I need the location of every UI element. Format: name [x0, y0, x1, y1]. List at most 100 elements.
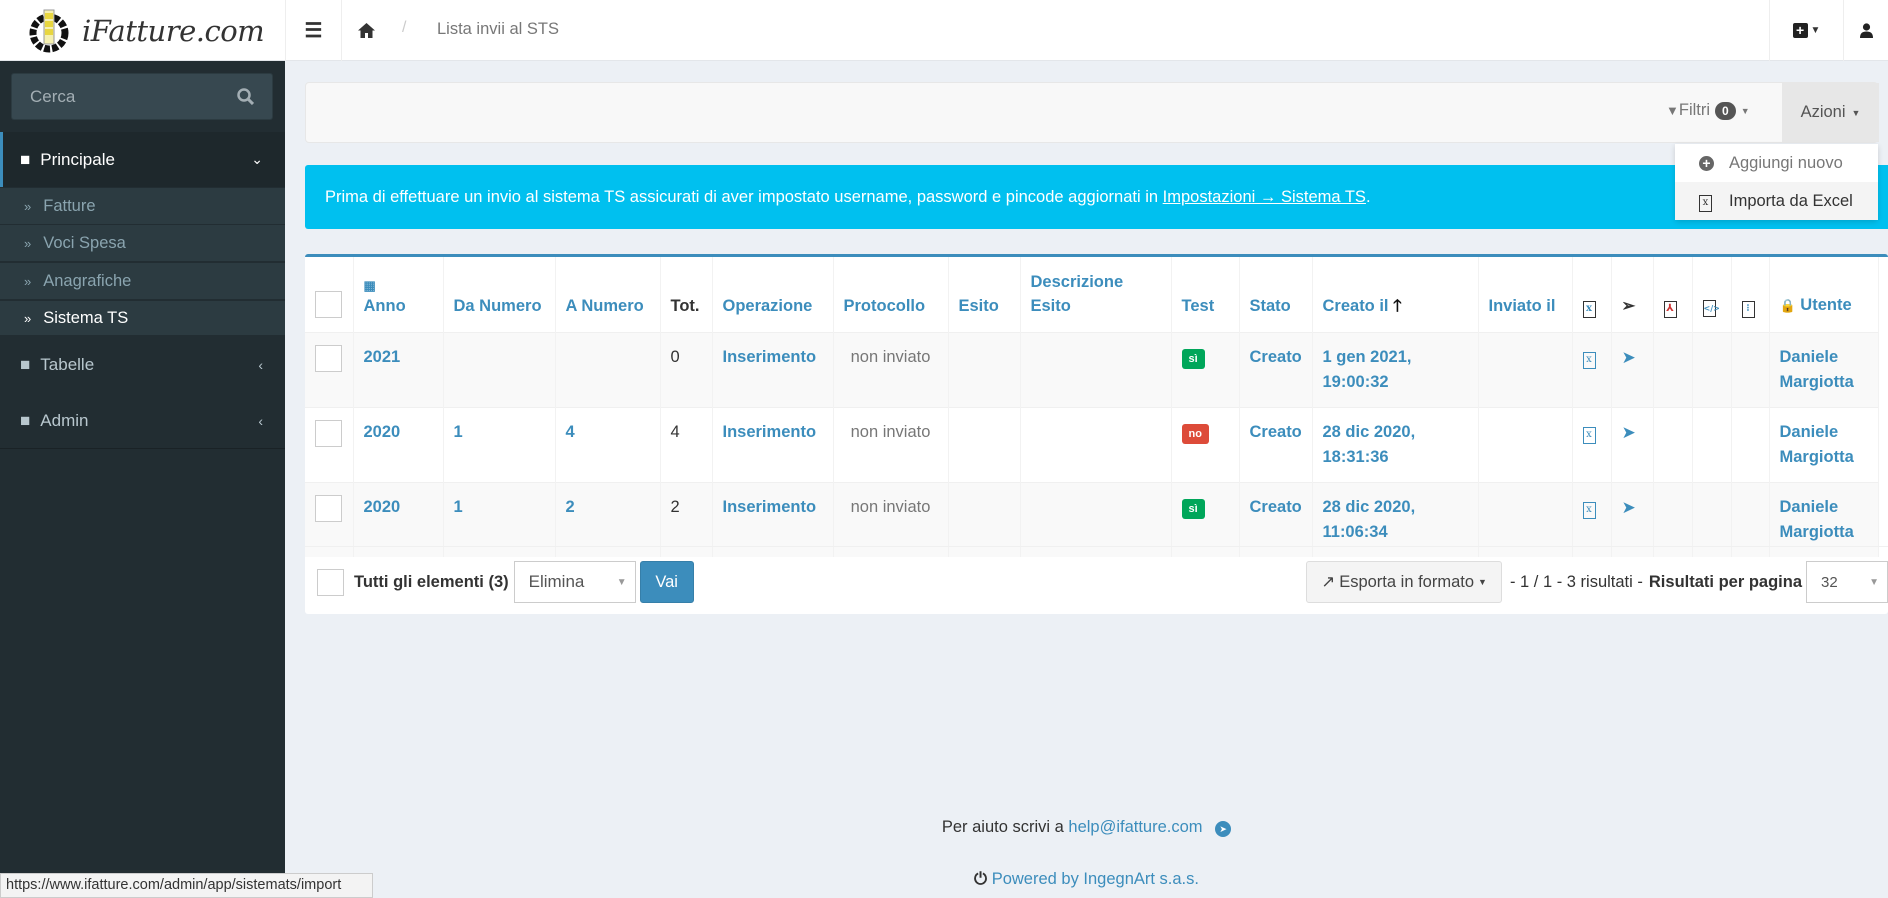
cell-stato[interactable]: Creato	[1239, 481, 1313, 557]
help-email-link[interactable]: help@ifatture.com	[1068, 818, 1203, 836]
logo[interactable]: iFatture.com	[0, 0, 285, 61]
settings-link[interactable]: Impostazioni → Sistema TS	[1162, 187, 1366, 206]
help-footer: Per aiuto scrivi a help@ifatture.com ➤	[285, 818, 1888, 837]
cell-a-numero[interactable]: 2	[555, 481, 661, 557]
col-da-numero[interactable]: Da Numero	[443, 257, 556, 332]
cell-stato[interactable]: Creato	[1239, 331, 1313, 407]
pagination-info: - 1 / 1 - 3 risultati -	[1509, 572, 1643, 591]
cell-xls: x	[1572, 331, 1612, 407]
cell-anno[interactable]: 2020	[353, 481, 444, 557]
col-test[interactable]: Test	[1171, 257, 1240, 332]
sidebar-divider	[0, 448, 285, 449]
search-icon[interactable]	[237, 88, 254, 105]
actions-button[interactable]: Azioni ▼	[1782, 83, 1879, 142]
download-excel-icon[interactable]: x	[1582, 351, 1596, 369]
item-label: Anagrafiche	[43, 271, 132, 290]
menu-item-add-new[interactable]: + Aggiungi nuovo	[1675, 144, 1878, 182]
cell-inviato-il	[1478, 331, 1573, 407]
cell-creato-il[interactable]: 1 gen 2021, 19:00:32	[1312, 331, 1479, 407]
logo-gear-icon	[29, 9, 69, 52]
send-paper-plane-icon[interactable]: ➤	[1621, 347, 1636, 367]
select-all-elements-checkbox[interactable]	[317, 568, 344, 596]
actions-label: Azioni	[1800, 103, 1846, 121]
cell-a-numero[interactable]	[555, 331, 661, 407]
quick-add-button[interactable]: + ▼	[1769, 0, 1843, 61]
row-checkbox[interactable]	[315, 344, 342, 372]
sidebar-item-fatture[interactable]: » Fatture	[0, 188, 285, 224]
col-protocollo[interactable]: Protocollo	[833, 257, 949, 332]
cell-operazione[interactable]: Inserimento	[712, 331, 834, 407]
menu-item-import-excel[interactable]: x Importa da Excel	[1675, 182, 1878, 220]
cell-xls: x	[1572, 481, 1612, 557]
col-a-numero[interactable]: A Numero	[555, 257, 661, 332]
send-paper-plane-icon[interactable]: ➤	[1621, 422, 1636, 442]
sidebar-section-principale[interactable]: ■ Principale ⌄	[0, 132, 285, 187]
export-button[interactable]: ↗ Esporta in formato ▼	[1306, 561, 1502, 603]
cell-protocollo: non inviato	[833, 406, 949, 482]
cell-da-numero[interactable]: 1	[443, 406, 556, 482]
sidebar-search-input[interactable]: Cerca	[11, 73, 273, 120]
row-checkbox-cell	[305, 406, 354, 482]
col-anno[interactable]: ▦ Anno	[353, 257, 444, 332]
col-stato[interactable]: Stato	[1239, 257, 1313, 332]
home-link[interactable]	[341, 0, 391, 61]
cell-xls: x	[1572, 406, 1612, 482]
sidebar-toggle-button[interactable]: ☰	[285, 0, 341, 61]
cell-utente[interactable]: Daniele Margiotta	[1769, 406, 1879, 482]
cell-protocollo: non inviato	[833, 331, 949, 407]
select-all-checkbox[interactable]	[315, 290, 342, 318]
sidebar-section-admin[interactable]: ■ Admin ‹	[0, 393, 285, 448]
section-label: Principale	[40, 149, 115, 169]
cell-anno[interactable]: 2020	[353, 406, 444, 482]
actions-dropdown-menu: + Aggiungi nuovo x Importa da Excel	[1675, 144, 1878, 220]
user-menu-button[interactable]	[1843, 0, 1888, 61]
cell-da-numero[interactable]	[443, 331, 556, 407]
cell-creato-il[interactable]: 28 dic 2020, 18:31:36	[1312, 406, 1479, 482]
table-row: 2020 1 4 4 Inserimento non inviato no Cr…	[305, 406, 1879, 482]
cell-esito	[948, 481, 1021, 557]
col-creato-il[interactable]: Creato il 🡑	[1312, 257, 1479, 332]
cell-creato-il[interactable]: 28 dic 2020, 11:06:34	[1312, 481, 1479, 557]
col-utente[interactable]: 🔒 Utente	[1769, 257, 1879, 332]
sidebar-item-anagrafiche[interactable]: » Anagrafiche	[0, 263, 285, 299]
per-page-value: 32	[1821, 573, 1838, 591]
cell-operazione[interactable]: Inserimento	[712, 406, 834, 482]
go-button[interactable]: Vai	[639, 561, 694, 603]
filters-button[interactable]: ▼ Filtri 0 ▼	[1666, 101, 1750, 120]
cell-test: sì	[1171, 481, 1240, 557]
paper-plane-outline-icon: ➢	[1621, 296, 1636, 315]
col-inviato-il[interactable]: Inviato il	[1478, 257, 1573, 332]
per-page-select[interactable]: 32 ▼	[1806, 561, 1888, 603]
powered-by-link[interactable]: Powered by IngegnArt s.a.s.	[991, 870, 1199, 888]
cell-da-numero[interactable]: 1	[443, 481, 556, 557]
col-operazione[interactable]: Operazione	[712, 257, 834, 332]
telegram-icon[interactable]: ➤	[1215, 821, 1232, 837]
cell-test: no	[1171, 406, 1240, 482]
row-checkbox[interactable]	[315, 419, 342, 447]
batch-action-select[interactable]: Elimina ▼	[513, 561, 636, 603]
cell-a-numero[interactable]: 4	[555, 406, 661, 482]
file-excel-icon: x	[1582, 300, 1596, 318]
all-elements-label: Tutti gli elementi (3)	[354, 572, 509, 591]
sidebar-section-tabelle[interactable]: ■ Tabelle ‹	[0, 337, 285, 392]
row-checkbox-cell	[305, 331, 354, 407]
cell-descrizione-esito	[1020, 481, 1172, 557]
send-paper-plane-icon[interactable]: ➤	[1621, 497, 1636, 517]
cell-zip	[1731, 331, 1770, 407]
cell-operazione[interactable]: Inserimento	[712, 481, 834, 557]
results-box: ▦ Anno Da Numero A Numero Tot. Operazione…	[305, 254, 1888, 614]
col-label: Anno	[363, 296, 406, 315]
sidebar-item-voci-spesa[interactable]: » Voci Spesa	[0, 225, 285, 261]
col-xml: </>	[1692, 257, 1732, 332]
col-esito[interactable]: Esito	[948, 257, 1021, 332]
download-excel-icon[interactable]: x	[1582, 501, 1596, 519]
sidebar-item-sistema-ts[interactable]: » Sistema TS	[0, 301, 285, 335]
row-checkbox[interactable]	[315, 494, 342, 522]
cell-utente[interactable]: Daniele Margiotta	[1769, 331, 1879, 407]
cell-stato[interactable]: Creato	[1239, 406, 1313, 482]
download-excel-icon[interactable]: x	[1582, 426, 1596, 444]
col-descrizione-esito[interactable]: Descrizione Esito	[1020, 257, 1172, 332]
col-pdf: ⅄	[1653, 257, 1693, 332]
cell-utente[interactable]: Daniele Margiotta	[1769, 481, 1879, 557]
cell-anno[interactable]: 2021	[353, 331, 444, 407]
